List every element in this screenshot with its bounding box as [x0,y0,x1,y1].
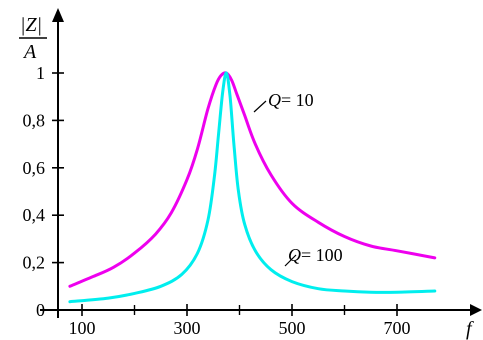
y-axis-arrow-icon [52,8,64,22]
y-axis-label-numerator: |Z| [20,14,42,36]
y-tick-label-0: 0 [36,300,45,320]
y-tick-label-0,6: 0,6 [23,158,46,178]
x-axis-label: f [466,318,474,340]
x-tick-label-700: 700 [384,318,411,338]
curves-layer [68,71,437,304]
x-tick-label-500: 500 [279,318,306,338]
y-tick-label-0,4: 0,4 [23,205,46,225]
annotation-q10: Q= 10 [268,90,314,110]
x-axis-arrow-icon [470,304,482,316]
x-tick-label-100: 100 [69,318,96,338]
ticks-layer: 100 300 500 700 0 0,2 0,4 0,6 0,8 1 [23,63,411,338]
axes-layer [40,8,482,318]
annotation-q100-leader [284,254,297,267]
y-axis-label-denominator: A [22,41,37,63]
series-line-q10 [68,71,437,288]
y-axis-label: |Z| A [19,14,47,63]
series-line-q100 [68,71,437,304]
annotation-q100: Q= 100 [288,245,343,265]
labels-layer: |Z| A f Q= 10 Q= 100 [19,14,474,340]
annotation-q10-leader [253,100,267,113]
y-tick-label-1: 1 [36,63,45,83]
y-tick-label-0,2: 0,2 [23,253,46,273]
x-tick-label-300: 300 [174,318,201,338]
y-tick-label-0,8: 0,8 [23,110,46,130]
